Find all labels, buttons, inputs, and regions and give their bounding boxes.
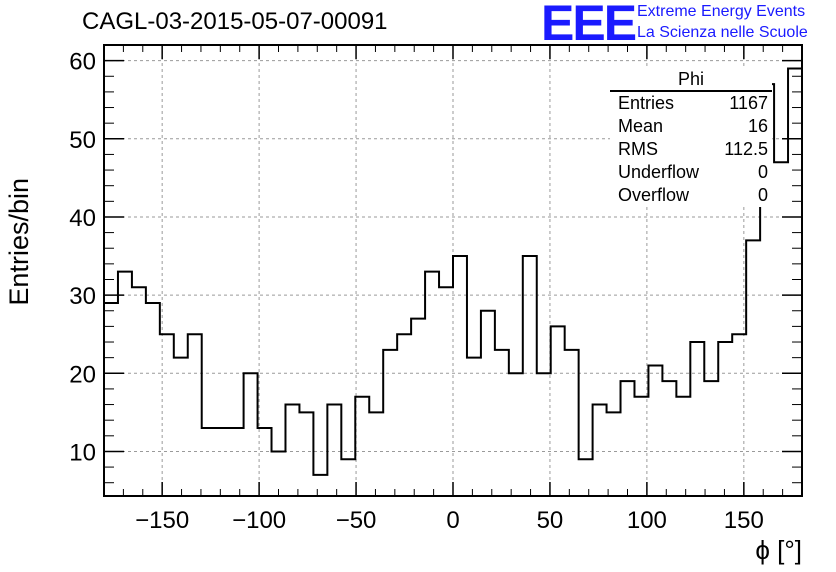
stats-value: 0 <box>757 162 768 182</box>
x-tick-label: 150 <box>724 507 764 534</box>
stats-box: Phi Entries 1167 Mean 16 RMS 112.5 Under… <box>610 68 772 207</box>
y-tick-label: 10 <box>69 439 96 466</box>
x-tick-label: −100 <box>232 507 286 534</box>
x-axis-label: ϕ [°] <box>755 535 802 565</box>
y-tick-label: 50 <box>69 127 96 154</box>
stats-value: 1167 <box>729 93 768 113</box>
x-tick-label: −50 <box>336 507 377 534</box>
axis-tick-labels: −150 −100 −50 0 50 100 150 10 20 30 40 50 60 <box>69 49 764 534</box>
stats-value: 16 <box>747 116 768 136</box>
x-tick-label: 50 <box>537 507 564 534</box>
stats-label: Underflow <box>618 162 700 182</box>
logo-subtitle-2: La Scienza nelle Scuole <box>637 24 808 41</box>
grid-lines <box>104 45 802 496</box>
axis-ticks <box>104 44 802 496</box>
y-tick-label: 40 <box>69 205 96 232</box>
stats-label: Mean <box>618 116 664 136</box>
logo-subtitle-1: Extreme Energy Events <box>637 3 806 20</box>
stats-value: 112.5 <box>724 139 768 159</box>
stats-title: Phi <box>610 68 772 92</box>
y-tick-label: 30 <box>69 283 96 310</box>
stats-row: Entries 1167 <box>610 92 772 115</box>
stats-row: RMS 112.5 <box>610 138 772 161</box>
stats-row: Underflow 0 <box>610 161 772 184</box>
stats-label: Overflow <box>618 185 690 205</box>
y-tick-label: 20 <box>69 361 96 388</box>
y-axis-label: Entries/bin <box>4 178 34 306</box>
stats-row: Mean 16 <box>610 115 772 138</box>
stats-label: Entries <box>618 93 675 113</box>
stats-row: Overflow 0 <box>610 184 772 207</box>
stats-value: 0 <box>757 185 768 205</box>
x-tick-label: 0 <box>446 507 459 534</box>
y-tick-label: 60 <box>69 49 96 76</box>
stats-label: RMS <box>618 139 658 159</box>
x-tick-label: −150 <box>135 507 189 534</box>
histogram-outline <box>103 67 803 496</box>
x-tick-label: 100 <box>627 507 667 534</box>
eee-logo: EEE <box>541 0 637 51</box>
chart-title: CAGL-03-2015-05-07-00091 <box>82 8 388 35</box>
